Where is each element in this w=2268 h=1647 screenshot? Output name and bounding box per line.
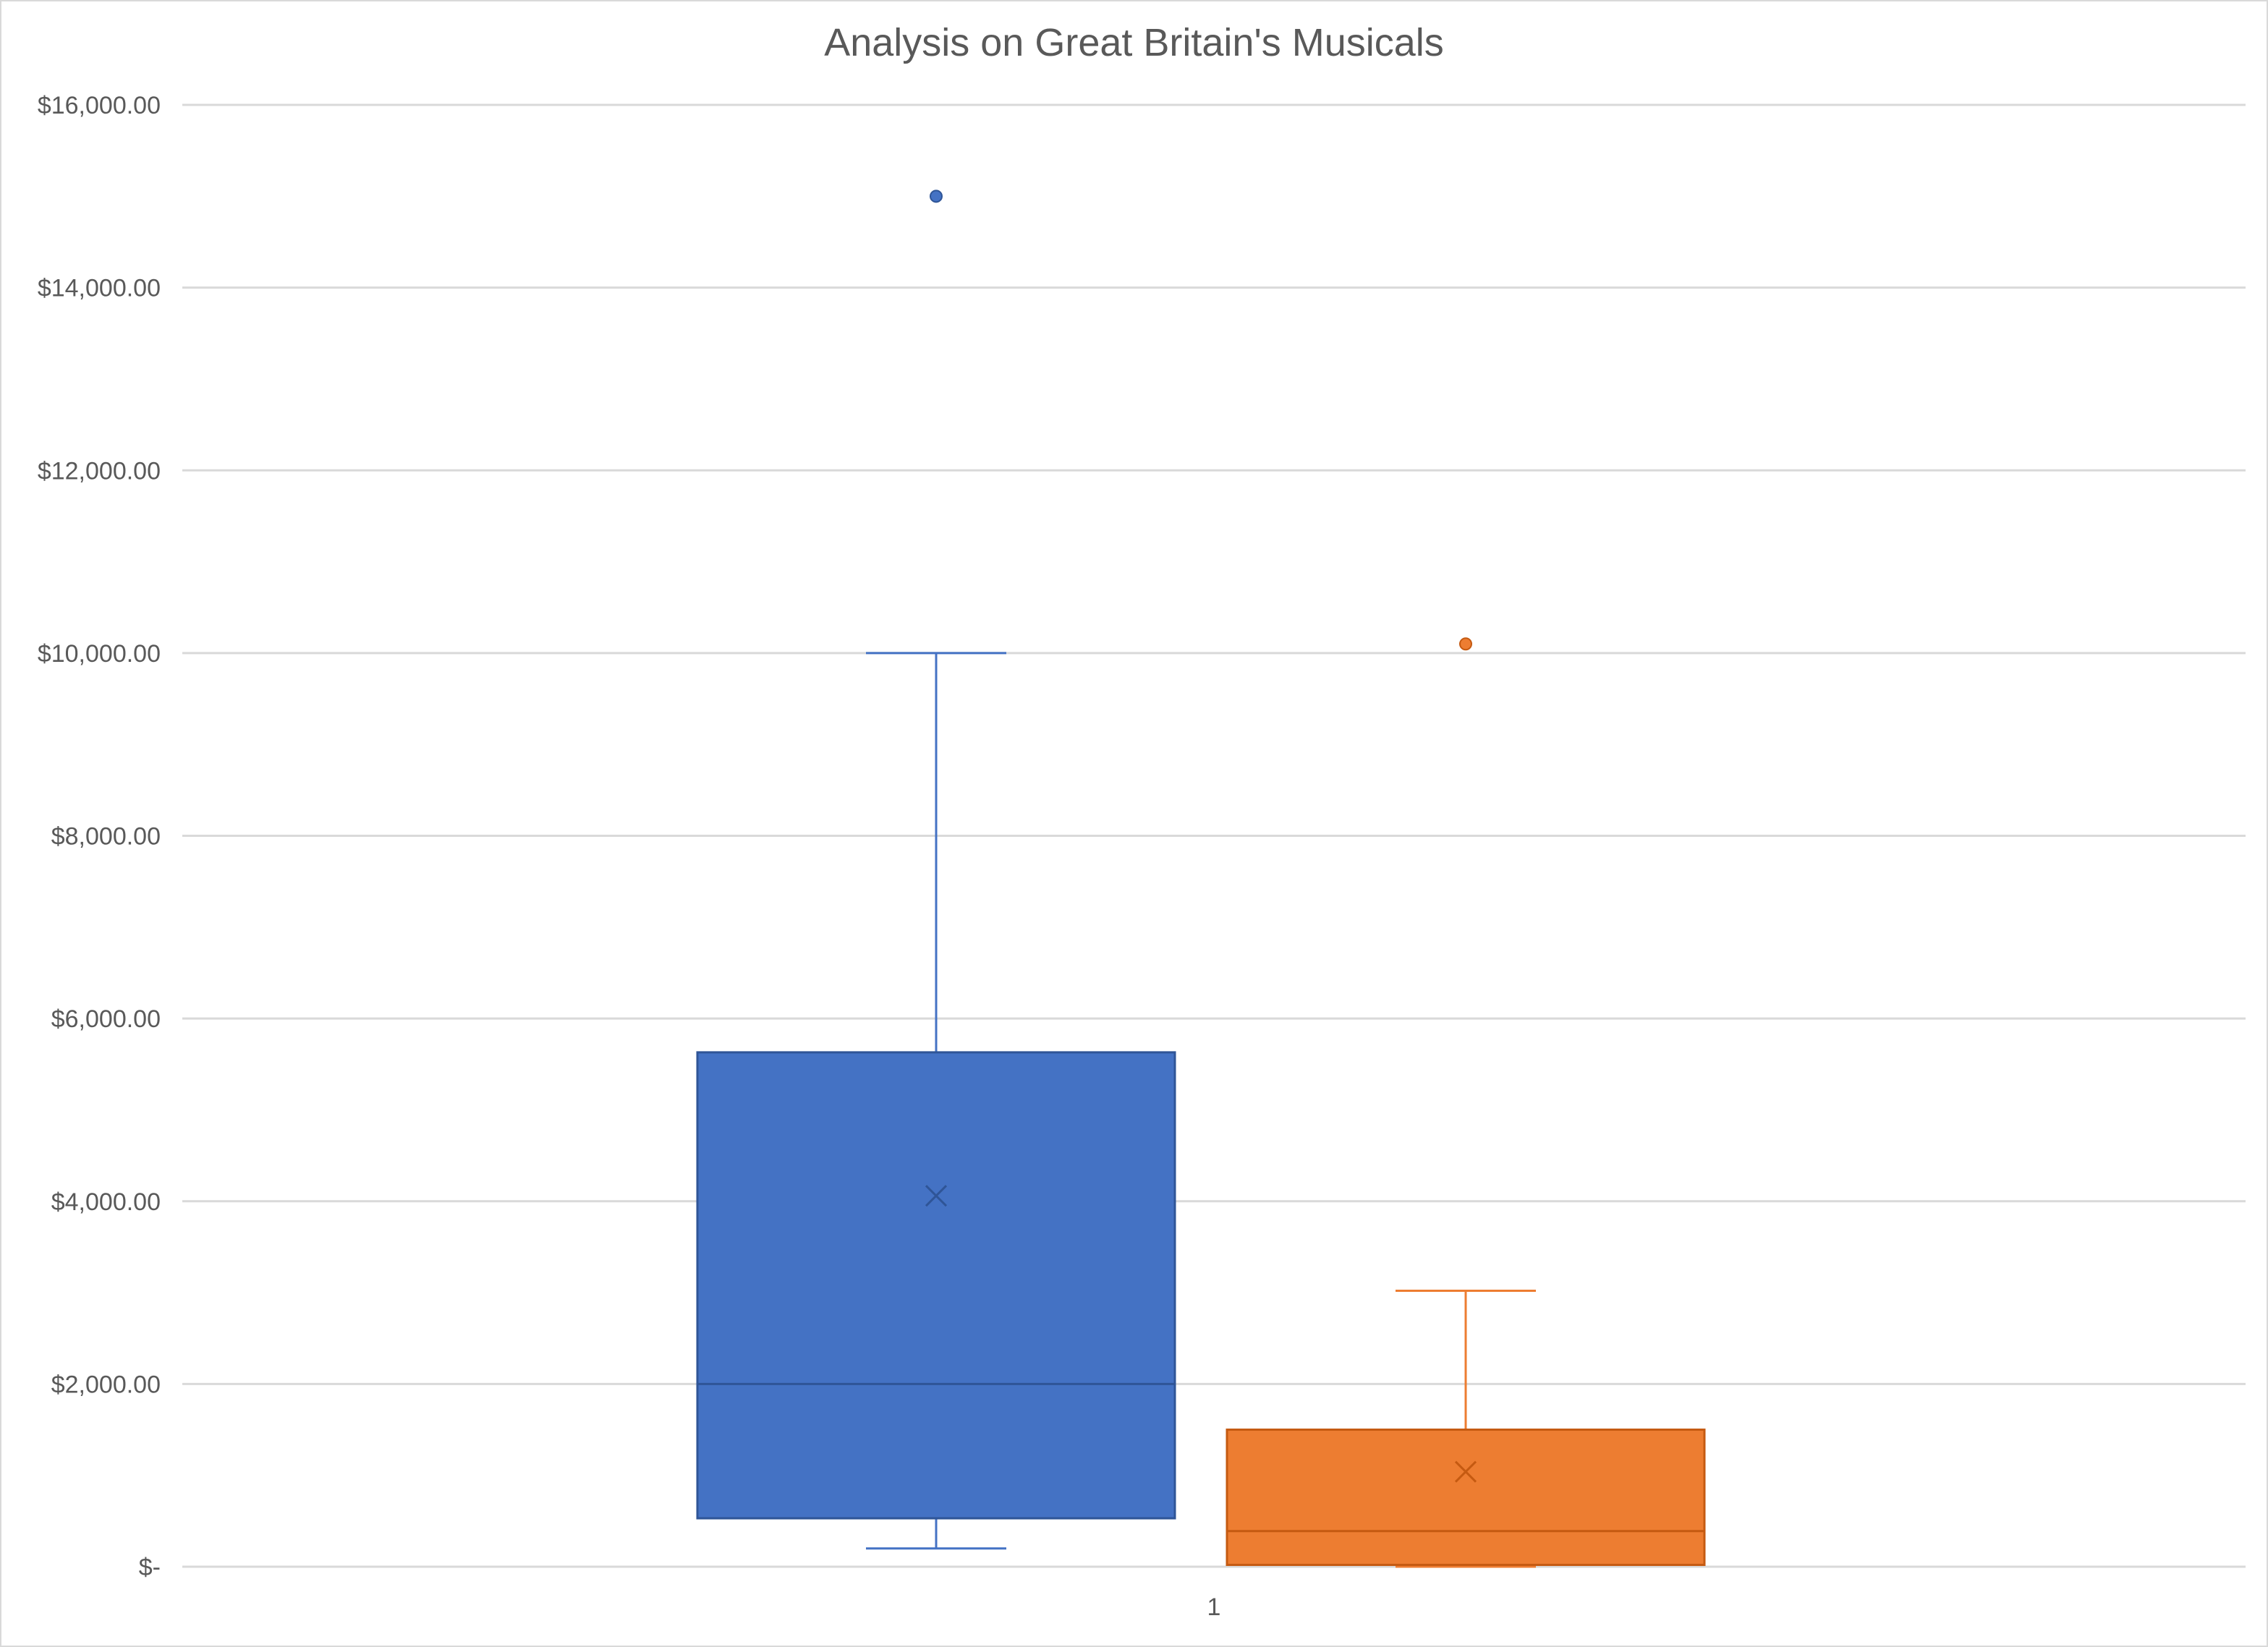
- y-tick-label: $2,000.00: [51, 1371, 161, 1398]
- gridlines: [182, 103, 2246, 1568]
- y-tick-label: $12,000.00: [38, 457, 161, 485]
- mean-marker: [1454, 1460, 1477, 1483]
- box-series-2: [1226, 637, 1706, 1568]
- outlier-point: [1459, 637, 1472, 651]
- y-tick-label: $4,000.00: [51, 1188, 161, 1216]
- y-tick-label: $10,000.00: [38, 640, 161, 668]
- x-axis-tick-labels: 1: [1207, 1593, 1221, 1621]
- y-tick-label: $-: [139, 1554, 161, 1581]
- x-tick-label: 1: [1207, 1593, 1221, 1621]
- outlier-point: [930, 190, 943, 203]
- box-series: [696, 190, 1706, 1568]
- y-tick-label: $16,000.00: [38, 92, 161, 119]
- y-tick-label: $6,000.00: [51, 1005, 161, 1033]
- y-axis-tick-labels: $- $2,000.00 $4,000.00 $6,000.00 $8,000.00 $1…: [38, 92, 161, 1581]
- y-tick-label: $8,000.00: [51, 823, 161, 851]
- mean-marker: [925, 1185, 948, 1207]
- box-series-1: [696, 190, 1176, 1550]
- box: [1226, 1429, 1706, 1566]
- chart-title: Analysis on Great Britain's Musicals: [824, 21, 1444, 64]
- box: [696, 1051, 1176, 1520]
- y-tick-label: $14,000.00: [38, 275, 161, 302]
